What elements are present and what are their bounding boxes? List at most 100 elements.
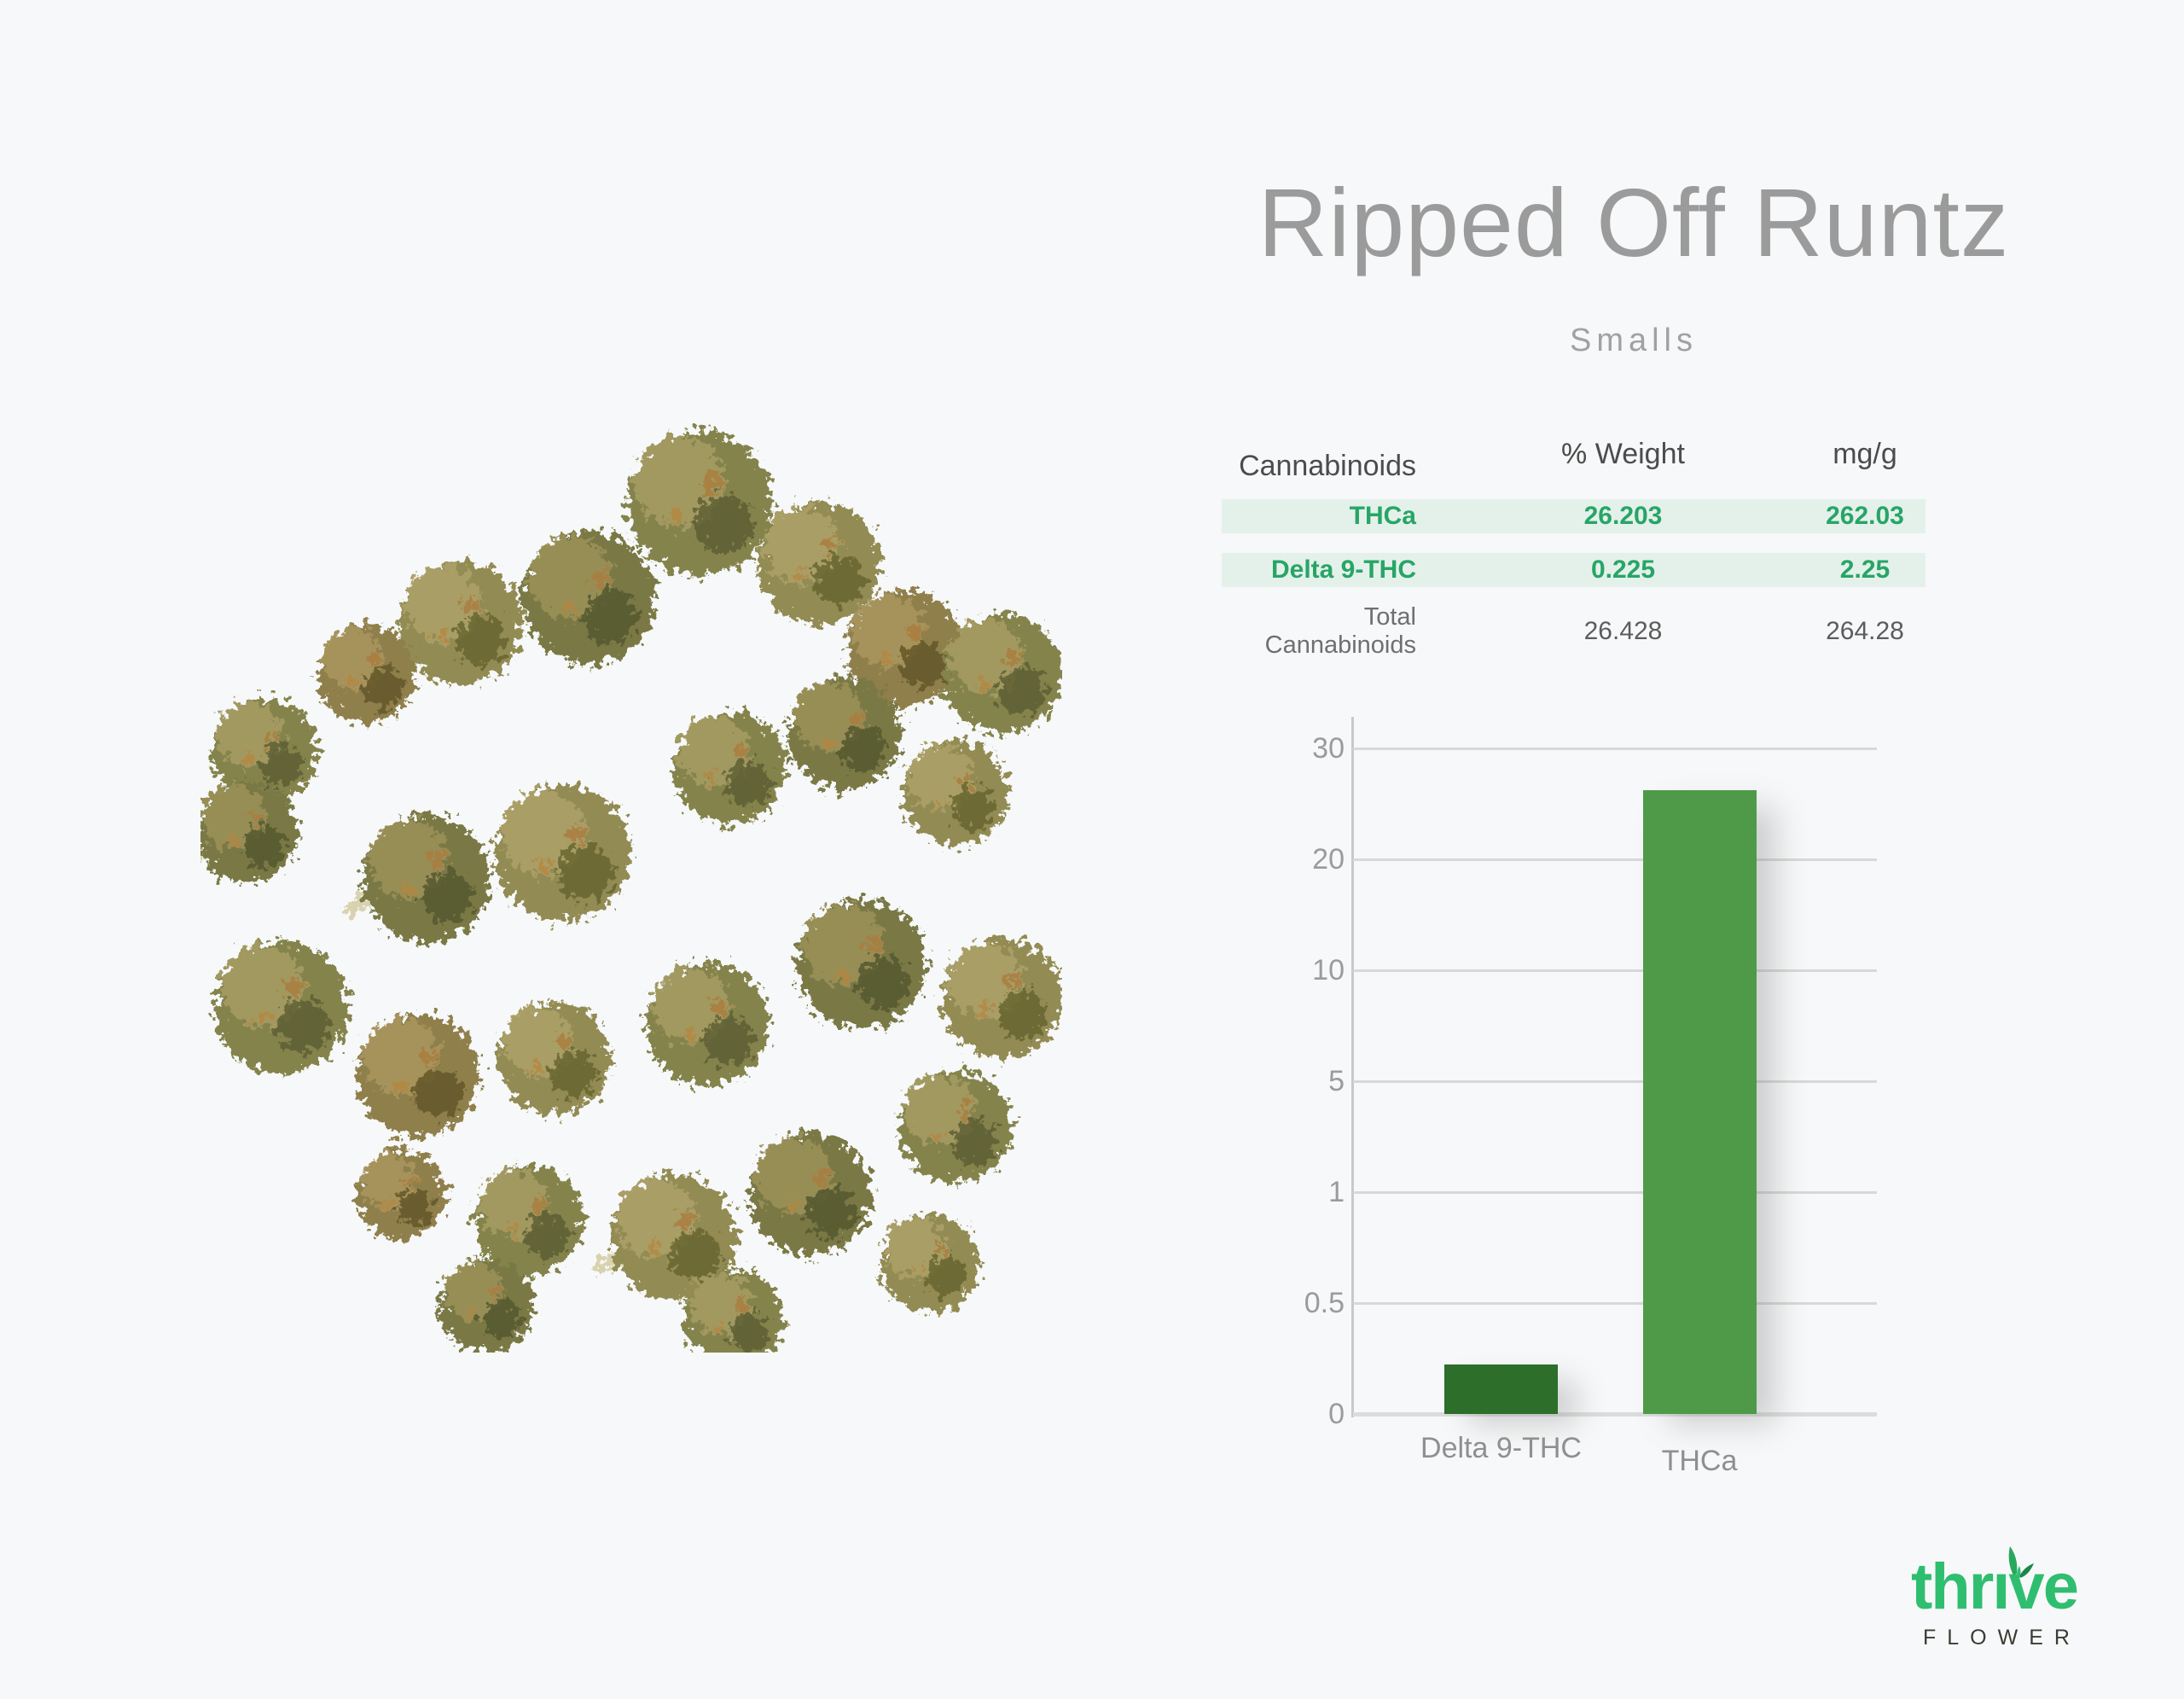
bud-shape — [678, 716, 749, 787]
bud-shape — [840, 727, 886, 772]
gridline — [1353, 969, 1877, 972]
row-label: THCa — [1349, 502, 1416, 530]
buds-cluster — [200, 431, 1062, 1353]
bud-shape — [369, 820, 449, 899]
product-photo-buds — [200, 431, 1062, 1353]
x-axis-baseline — [1353, 1412, 1877, 1417]
col-header-pct-weight: % Weight — [1561, 438, 1685, 470]
bud-shape — [926, 1257, 967, 1297]
bud-shape — [885, 1217, 947, 1279]
brand-logo: thrıve FLOWER — [1911, 1546, 2116, 1650]
bud-shape — [998, 991, 1047, 1039]
bud-shape — [383, 1198, 392, 1207]
bud-shape — [227, 835, 237, 847]
cannabinoids-table: Cannabinoids % Weight mg/g THCa 26.203 2… — [1222, 437, 1926, 659]
brand-name: thrıve — [1911, 1551, 2079, 1623]
table-header-row: Cannabinoids % Weight mg/g — [1222, 437, 1926, 483]
row-mg-g: 264.28 — [1826, 617, 1904, 645]
bud-shape — [525, 1213, 569, 1258]
bud-shape — [851, 595, 925, 667]
bud-shape — [949, 619, 1023, 694]
y-tick-label: 1 — [1328, 1176, 1345, 1208]
bud-shape — [735, 1298, 749, 1312]
bud-shape — [531, 1197, 546, 1213]
bud-shape — [421, 871, 473, 922]
bud-shape — [550, 1051, 596, 1097]
bud-shape — [732, 744, 747, 760]
bud-shape — [814, 556, 864, 605]
bud-shape — [531, 1062, 543, 1074]
bud-shape — [755, 1138, 832, 1215]
bud-shape — [949, 943, 1023, 1018]
bud-shape — [677, 1211, 694, 1228]
bud-shape — [398, 1189, 433, 1225]
bud-shape — [669, 1230, 721, 1281]
bud-shape — [536, 858, 549, 873]
bud-shape — [671, 509, 685, 524]
bud-shape — [363, 668, 404, 708]
bud-shape — [786, 1199, 799, 1213]
row-label: Total Cannabinoids — [1264, 603, 1416, 659]
bud-shape — [934, 797, 945, 809]
bud-shape — [694, 494, 753, 553]
bud-shape — [401, 884, 414, 897]
page-subtitle: Smalls — [1569, 323, 1699, 358]
bud-shape — [813, 1169, 830, 1186]
bud-shape — [958, 1103, 973, 1119]
bud-shape — [793, 682, 864, 753]
bud-shape — [713, 1322, 724, 1333]
bud-shape — [413, 1068, 463, 1117]
bar-thca — [1642, 790, 1757, 1414]
bud-shape — [794, 567, 807, 581]
table-row-total-cannabinoids: Total Cannabinoids 26.428 264.28 — [1222, 603, 1926, 659]
y-tick-label: 5 — [1328, 1065, 1345, 1097]
bud-shape — [369, 654, 382, 667]
bud-shape — [502, 790, 587, 876]
bud-shape — [822, 538, 839, 555]
y-tick-label: 0 — [1328, 1398, 1345, 1430]
bud-shape — [405, 566, 482, 643]
bud-shape — [653, 967, 729, 1044]
bud-shape — [591, 570, 610, 588]
bud-shape — [254, 1012, 269, 1026]
gridline — [1353, 1080, 1877, 1083]
bud-shape — [558, 845, 613, 900]
bud-shape — [322, 628, 384, 690]
col-header-mg-g: mg/g — [1833, 438, 1897, 470]
y-tick-label: 0.5 — [1304, 1287, 1345, 1319]
bud-shape — [907, 625, 923, 640]
bar-delta-9-thc — [1444, 1364, 1558, 1414]
bud-shape — [284, 980, 303, 998]
y-tick-label: 30 — [1312, 732, 1345, 765]
bud-shape — [503, 1006, 574, 1077]
bud-shape — [979, 1003, 990, 1015]
bud-shape — [463, 597, 480, 614]
bud-shape — [260, 744, 304, 788]
col-header-cannabinoids: Cannabinoids — [1239, 450, 1416, 482]
bud-shape — [243, 825, 285, 867]
bud-shape — [857, 956, 909, 1009]
bud-shape — [932, 1131, 944, 1143]
bud-shape — [267, 729, 282, 743]
bud-shape — [958, 771, 973, 786]
bud-shape — [403, 1176, 415, 1189]
bud-shape — [528, 536, 612, 619]
bud-shape — [566, 825, 584, 843]
bud-shape — [361, 1154, 416, 1209]
bud-shape — [835, 969, 849, 983]
bud-shape — [900, 641, 947, 689]
y-tick-label: 10 — [1312, 954, 1345, 986]
bud-shape — [617, 1178, 696, 1258]
gridline — [1353, 1302, 1877, 1305]
cannabinoid-bar-chart: 0 0.5 1 5 10 20 30 Delta 9-THC THCa — [1263, 708, 1911, 1579]
bud-shape — [363, 1018, 439, 1096]
cannabis-leaf-icon — [2008, 1546, 2034, 1578]
bud-shape — [393, 1079, 406, 1093]
bud-shape — [864, 937, 882, 955]
bud-shape — [908, 744, 974, 811]
bud-shape — [250, 811, 264, 824]
bud-shape — [725, 761, 771, 806]
x-label-thca: THCa — [1661, 1445, 1738, 1477]
bud-shape — [201, 784, 265, 849]
bud-shape — [648, 1242, 662, 1255]
